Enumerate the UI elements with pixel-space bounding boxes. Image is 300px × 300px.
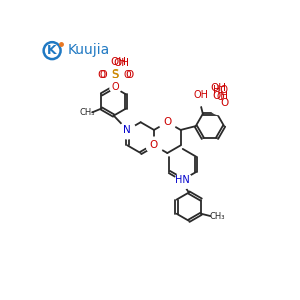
Text: O: O [163,117,172,127]
Text: O: O [111,82,119,92]
Text: O: O [216,92,224,102]
Text: HO: HO [213,85,228,95]
Text: O: O [100,70,107,80]
Text: OH: OH [110,57,126,67]
Text: O: O [220,98,229,108]
Text: O: O [150,140,158,150]
Text: S: S [112,70,119,80]
Text: HN: HN [176,175,190,185]
Text: OH: OH [213,91,229,101]
Text: O: O [125,70,133,80]
Text: OH: OH [113,58,129,68]
Text: OH: OH [211,83,226,93]
Text: Kuujia: Kuujia [67,43,110,57]
Text: N: N [123,125,131,135]
Text: OH: OH [193,90,208,100]
Text: CH₃: CH₃ [79,108,94,117]
Text: S: S [112,68,119,82]
Text: O: O [97,70,106,80]
Text: K: K [47,44,57,57]
Text: CH₃: CH₃ [210,212,225,220]
Text: O: O [124,70,131,80]
